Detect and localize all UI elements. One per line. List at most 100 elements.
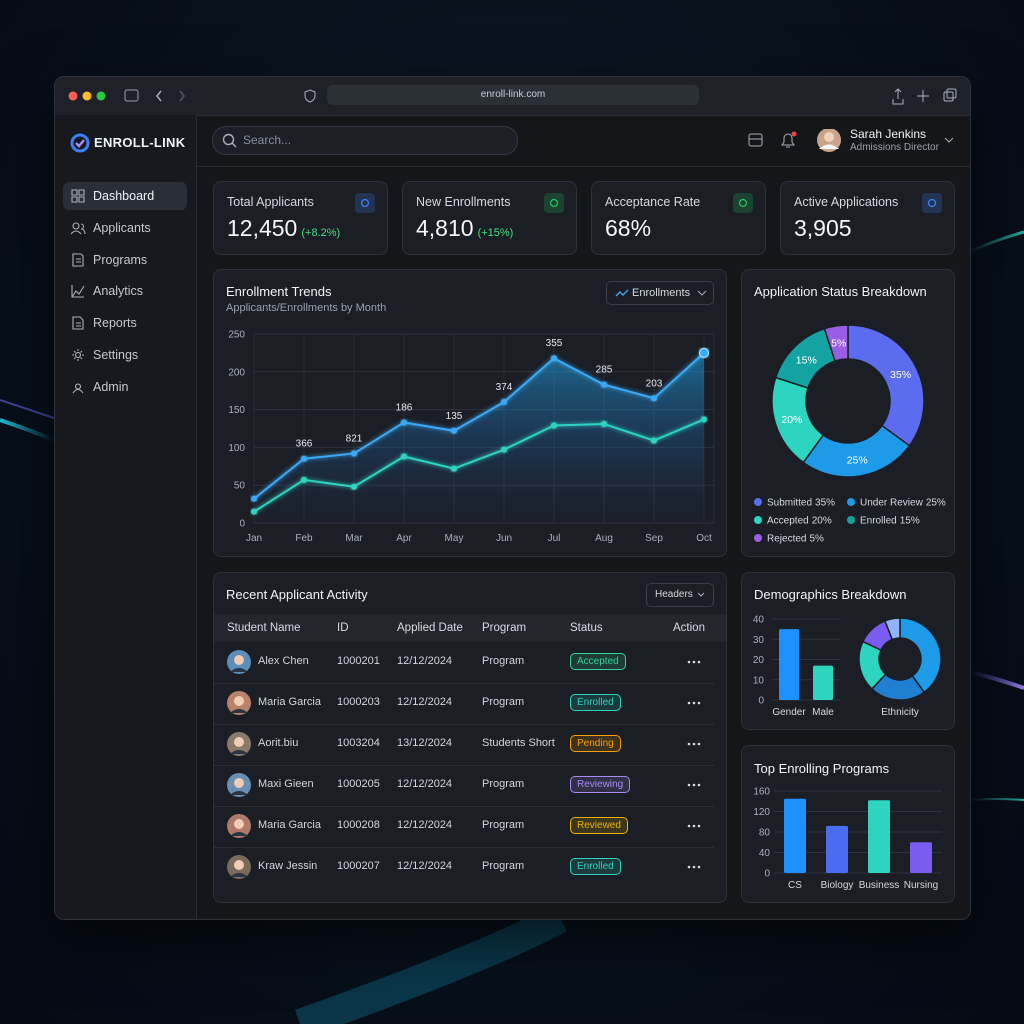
close-button[interactable] <box>68 91 78 101</box>
nav-label: Settings <box>93 348 139 362</box>
data-point <box>551 422 557 429</box>
icon-path <box>72 383 84 394</box>
dot <box>692 701 696 705</box>
pie-slice <box>847 324 925 447</box>
row-divider <box>214 683 714 684</box>
slice-label: 20% <box>781 414 802 426</box>
data-point <box>251 508 257 515</box>
x-tick-label: Feb <box>295 533 313 544</box>
search-box[interactable]: Search... <box>212 126 518 155</box>
logo <box>70 133 90 153</box>
x-tick-label: Male <box>812 707 834 718</box>
sidebar-toggle[interactable] <box>124 89 139 102</box>
nav-item[interactable]: Dashboard <box>63 182 187 210</box>
point-annotation: 374 <box>496 382 513 393</box>
row-actions[interactable] <box>687 659 703 665</box>
nav-item[interactable]: Analytics <box>63 277 187 305</box>
y-tick-label: 0 <box>764 869 770 880</box>
legend-entry: Submitted 35% <box>767 498 835 509</box>
nav-icon <box>72 316 84 330</box>
inbox-button[interactable] <box>748 133 763 147</box>
legend-entry: Accepted 20% <box>767 516 832 527</box>
nav-item[interactable]: Programs <box>63 246 187 274</box>
glow-line <box>968 230 1024 254</box>
tabs-button[interactable] <box>943 91 954 102</box>
point-annotation: 203 <box>646 378 663 389</box>
x-tick-label: Jul <box>548 533 561 544</box>
glow-line <box>0 399 55 419</box>
url-bar[interactable]: enroll-link.com <box>327 85 699 105</box>
minimize-button[interactable] <box>82 91 92 101</box>
nav-item[interactable]: Applicants <box>63 214 187 242</box>
dot <box>687 865 691 869</box>
kpi-card: New Enrollments 4,810 (+15%) <box>402 181 577 255</box>
data-point <box>501 446 507 453</box>
legend-swatch <box>847 498 855 506</box>
table-cell: 12/12/2024 <box>397 655 453 667</box>
slice-label: 5% <box>831 338 846 350</box>
row-divider <box>214 847 714 848</box>
slice-label: 35% <box>890 369 911 381</box>
avatar <box>227 855 251 879</box>
slice-label: 15% <box>796 354 817 366</box>
icon-dot <box>549 198 559 208</box>
kpi-number: 12,450 <box>227 215 298 241</box>
data-point <box>251 495 257 502</box>
bar <box>779 629 799 700</box>
maximize-button[interactable] <box>96 91 106 101</box>
status-badge: Pending <box>570 735 621 752</box>
series-dropdown[interactable]: Enrollments <box>606 281 714 305</box>
nav-item[interactable]: Reports <box>63 309 187 337</box>
avatar-face <box>234 860 244 870</box>
row-divider <box>214 765 714 766</box>
table-cell: Program <box>482 696 525 708</box>
dot <box>692 865 696 869</box>
point-annotation: 135 <box>446 411 463 422</box>
back-button[interactable] <box>156 90 162 102</box>
dot <box>687 742 691 746</box>
dot <box>687 783 691 787</box>
bar <box>910 842 932 873</box>
row-actions[interactable] <box>687 782 703 788</box>
data-point <box>301 476 307 483</box>
status-panel: Application Status Breakdown 35% 25% 20% 15… <box>741 269 955 557</box>
y-tick-label: 40 <box>753 615 765 626</box>
dot <box>687 824 691 828</box>
glow-line <box>0 418 55 442</box>
row-actions[interactable] <box>687 700 703 706</box>
chevron <box>697 290 707 296</box>
share-button[interactable] <box>892 88 904 105</box>
row-divider <box>214 724 714 725</box>
data-point <box>651 437 657 444</box>
x-tick-label: Jun <box>496 533 512 544</box>
legend-name: Submitted <box>767 498 812 509</box>
user-menu-toggle[interactable] <box>943 135 955 145</box>
forward-button[interactable] <box>179 90 185 102</box>
series-line <box>253 418 705 513</box>
row-divider <box>214 806 714 807</box>
icon-dot <box>360 198 370 208</box>
headers-button[interactable]: Headers <box>646 583 714 607</box>
avatar <box>227 773 251 797</box>
legend-swatch <box>754 534 762 542</box>
avatar-body <box>230 873 248 877</box>
table-cell: Maria Garcia <box>258 819 321 831</box>
programs-panel: Top Enrolling Programs 0 40 80 120 160 CS Biol… <box>741 745 955 903</box>
kpi-card: Total Applicants 12,450 (+8.2%) <box>213 181 388 255</box>
data-point <box>701 416 707 423</box>
nav-label: Programs <box>93 252 148 267</box>
avatar <box>227 814 251 838</box>
data-point <box>401 453 407 460</box>
nav-item[interactable]: Settings <box>63 341 187 369</box>
tabs-button <box>946 88 957 99</box>
icon-path <box>72 349 84 361</box>
row-actions[interactable] <box>687 741 703 747</box>
nav-label: Admin <box>93 379 129 394</box>
nav-item[interactable]: Admin <box>63 373 187 401</box>
notifications-button[interactable] <box>781 133 795 148</box>
divider <box>196 166 970 167</box>
table-cell: Program <box>482 778 525 790</box>
row-actions[interactable] <box>687 823 703 829</box>
new-tab-button[interactable] <box>917 90 929 102</box>
row-actions[interactable] <box>687 864 703 870</box>
